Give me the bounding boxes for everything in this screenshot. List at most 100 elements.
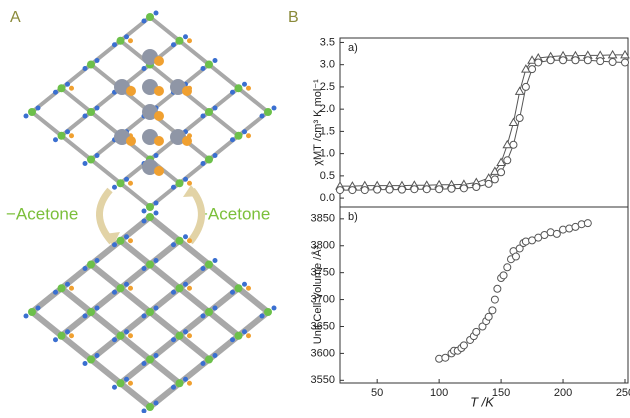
data-point [607,49,618,59]
data-point [583,56,592,65]
ligand-n [65,281,70,287]
ligand-n [141,18,147,24]
ligand-n [124,176,129,182]
data-point [620,49,630,59]
ligand-n [183,34,188,40]
guest [182,86,192,96]
ligand-n [153,258,159,263]
y-tick-label: 3600 [311,347,335,359]
metal-node [116,236,125,245]
data-point [583,219,592,228]
data-point [484,312,493,321]
guest [187,38,192,44]
metal-node [28,308,36,316]
ligand-n [82,266,88,271]
ligand-n [171,337,176,343]
ligand-n [153,353,159,358]
guest [187,285,192,291]
metal-node [57,284,66,293]
ligand-n [153,305,159,311]
ligand-n [183,376,188,382]
guest [128,285,133,291]
ligand-n [200,161,206,166]
ligand-n [141,361,147,366]
data-point [484,179,493,188]
y-tick-label: 0.5 [320,170,335,182]
transition-label: −Acetone [6,204,78,223]
ligand-n [23,313,29,319]
data-point [559,56,568,65]
ligand-n [65,81,70,87]
y-tick-label: 3850 [311,213,335,225]
y-tick-label: 2.5 [320,81,335,93]
ligand-n [212,353,218,358]
ligand-n [124,34,129,40]
ligand-n [200,66,206,71]
metal-node [175,179,184,188]
x-tick-label: 100 [430,387,448,399]
data-point [348,186,357,195]
guest [246,285,251,291]
ligand-n [124,376,129,382]
metal-node [146,203,154,211]
ligand-n [242,129,247,135]
y-axis-label: Unit Cell Volume /Å³ [311,245,324,344]
ligand-n [112,242,117,248]
metal-node [175,379,184,388]
ligand-n [212,153,218,158]
data-point [514,86,525,95]
ligand-n [124,234,129,240]
data-point [511,252,520,261]
guest [154,166,164,176]
ligand-n [94,305,100,311]
metal-node [264,108,272,116]
guest [128,38,133,44]
structures [23,10,277,414]
metal-node [205,308,213,316]
metal-node [234,331,243,340]
metal-node [175,236,184,245]
guest [69,85,74,91]
guest [69,133,74,139]
arrow-head [183,185,200,197]
ligand-n [171,42,176,48]
guest [187,238,192,244]
metal-node [264,308,272,316]
data-point [447,184,456,193]
metal-node [205,155,213,164]
ligand-n [242,81,247,87]
ligand-n [94,105,100,111]
data-point [552,229,561,238]
ligand-n [82,313,88,319]
ligand-n [94,153,100,158]
ligand-n [230,89,235,95]
guest [246,133,251,139]
data-point [521,64,531,73]
metal-node [116,179,125,188]
data-point [503,156,512,165]
data-point [490,175,499,184]
ligand-n [65,329,70,335]
metal-node [146,355,154,364]
panel-tag: a) [348,42,358,54]
data-point [373,185,382,194]
metal-node [87,260,95,269]
metal-node [205,60,213,69]
guest [128,180,133,186]
ligand-n [212,58,218,63]
metal-node [116,284,125,293]
ligand-n [242,281,247,287]
guest [182,136,192,146]
ligand-n [112,42,117,48]
ligand-n [141,208,147,214]
data-point [571,56,580,65]
data-point [509,140,518,149]
metal-node [87,60,95,69]
x-tick-label: 200 [554,387,572,399]
ligand-n [171,384,176,390]
guest [154,86,164,96]
guest [128,380,133,386]
guest [126,86,136,96]
guest [154,111,164,121]
metal-node [205,260,213,269]
